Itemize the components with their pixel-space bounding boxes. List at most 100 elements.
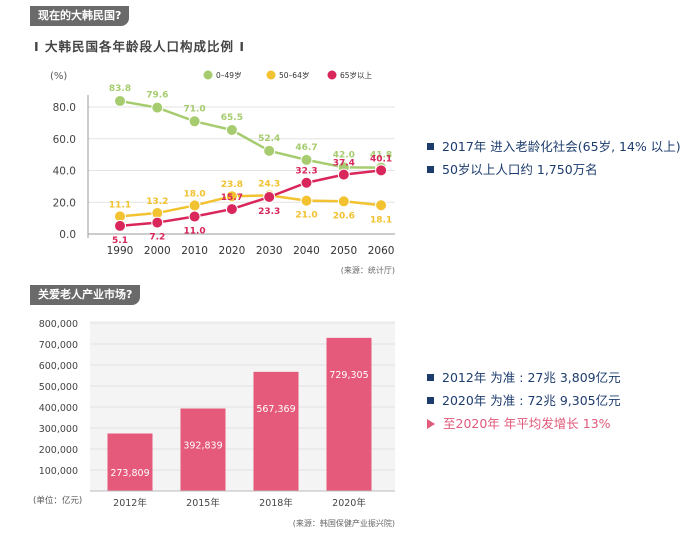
note-aging-society: 2017年 进入老龄化社会(65岁, 14% 以上) [427,136,681,155]
y-tick-label: 100,000 [39,466,78,477]
data-point [300,153,313,166]
data-point [114,94,126,107]
population-line-chart: (%) 0.0 20.0 40.0 60.0 80.0 1990 2000 2010 2020 20… [50,70,395,275]
data-point [375,164,388,177]
legend-swatch [327,70,337,80]
y-tick-label: 400,000 [39,403,78,414]
note-aging-society-text: 2017年 进入老龄化社会(65岁, 14% 以上) [442,139,681,154]
data-label: 11.1 [109,200,131,210]
y-tick-label: 40.0 [53,166,76,178]
data-label: 41.8 [370,151,392,161]
note-2012-market: 2012年 为准 : 27兆 3,809亿元 [427,367,621,386]
x-tick-label: 2015年 [186,497,220,509]
legend-swatch [266,70,276,80]
x-tick-label: 2040 [293,245,320,257]
data-point [337,195,350,208]
note-growth-rate: 至2020年 年平均发增长 13% [427,413,611,432]
bar-value-label: 273,809 [110,468,149,479]
source-label: (来源：韩国保健产业振兴院) [293,518,395,528]
data-label: 5.1 [112,236,128,246]
x-tick-label: 2050 [330,245,357,257]
bar [326,337,372,491]
legend-label: 50–64岁 [279,70,309,80]
data-label: 15.7 [221,193,243,203]
section-tag-korea-now: 现在的大韩民国? [30,6,130,26]
unit-label: (单位：亿元) [33,495,82,506]
data-label: 11.0 [183,227,205,237]
note-growth-rate-text: 至2020年 年平均发增长 13% [443,416,611,431]
y-axis-unit-label: (%) [50,71,67,82]
bar [253,371,299,491]
y-tick-label: 0.0 [59,229,76,241]
x-tick-label: 2020 [219,245,246,257]
bullet-square-icon [427,397,434,404]
data-point [263,191,276,204]
data-label: 42.0 [333,150,355,160]
source-label: (来源：统计厅) [341,265,395,275]
data-label: 20.6 [333,211,355,221]
x-tick-label: 2030 [256,245,283,257]
x-tick-label: 2010 [181,245,208,257]
data-label: 24.3 [258,179,280,189]
triangle-right-icon [427,418,435,429]
data-point [188,210,201,223]
x-tick-label: 2000 [144,245,171,257]
line-chart-heading: I 大韩民国各年龄段人口构成比例 I [34,39,246,54]
data-label: 7.2 [149,233,165,243]
note-population-50plus: 50岁以上人口约 1,750万名 [427,159,598,178]
bar-value-label: 729,305 [329,370,368,381]
section-tag-elderly-market: 关爱老人产业市场? [30,285,141,305]
y-tick-label: 60.0 [53,134,76,146]
y-tick-label: 20.0 [53,197,76,209]
data-label: 21.0 [295,211,317,221]
data-label: 40.1 [370,154,392,164]
bullet-square-icon [427,143,434,150]
note-2020-market-text: 2020年 为准 : 72兆 9,305亿元 [442,393,621,408]
data-label: 65.5 [221,113,243,123]
y-tick-label: 700,000 [39,340,78,351]
data-point [114,219,126,232]
x-tick-label: 2020年 [332,497,366,509]
data-point [225,203,238,216]
y-tick-label: 300,000 [39,424,78,435]
data-point [151,101,164,114]
data-point [225,124,238,137]
series-line [119,194,382,218]
y-tick-label: 200,000 [39,445,78,456]
note-2012-market-text: 2012年 为准 : 27兆 3,809亿元 [442,370,621,385]
legend-label: 65岁以上 [340,70,373,80]
data-label: 46.7 [295,143,317,153]
bar [180,408,226,491]
data-label: 52.4 [258,134,280,144]
legend-swatch [203,70,213,80]
data-point [300,176,313,189]
market-bar-chart: 100,000 200,000 300,000 400,000 500,000 600,0… [33,319,395,528]
data-label: 23.8 [221,180,243,190]
data-label: 71.0 [183,104,205,114]
bar [107,433,153,491]
data-point [375,199,388,212]
legend-label: 0–49岁 [216,70,242,80]
data-point [337,168,350,181]
series-line [119,169,382,228]
y-tick-label: 800,000 [39,319,78,330]
data-point [263,144,276,157]
x-tick-label: 2012年 [113,497,147,509]
data-label: 23.3 [258,207,280,217]
data-label: 37.4 [333,159,355,169]
bar-value-label: 567,369 [256,404,295,415]
y-tick-label: 500,000 [39,382,78,393]
data-label: 83.8 [109,84,131,94]
bar-value-label: 392,839 [183,441,222,452]
data-point [188,199,201,212]
y-tick-label: 600,000 [39,361,78,372]
series-line [119,99,382,169]
data-label: 18.0 [183,189,205,199]
x-tick-label: 2060 [368,245,395,257]
y-tick-label: 80.0 [53,102,76,114]
data-point [151,216,164,229]
bullet-square-icon [427,166,434,173]
data-label: 13.2 [146,197,168,207]
bullet-square-icon [427,374,434,381]
data-point [300,194,313,207]
